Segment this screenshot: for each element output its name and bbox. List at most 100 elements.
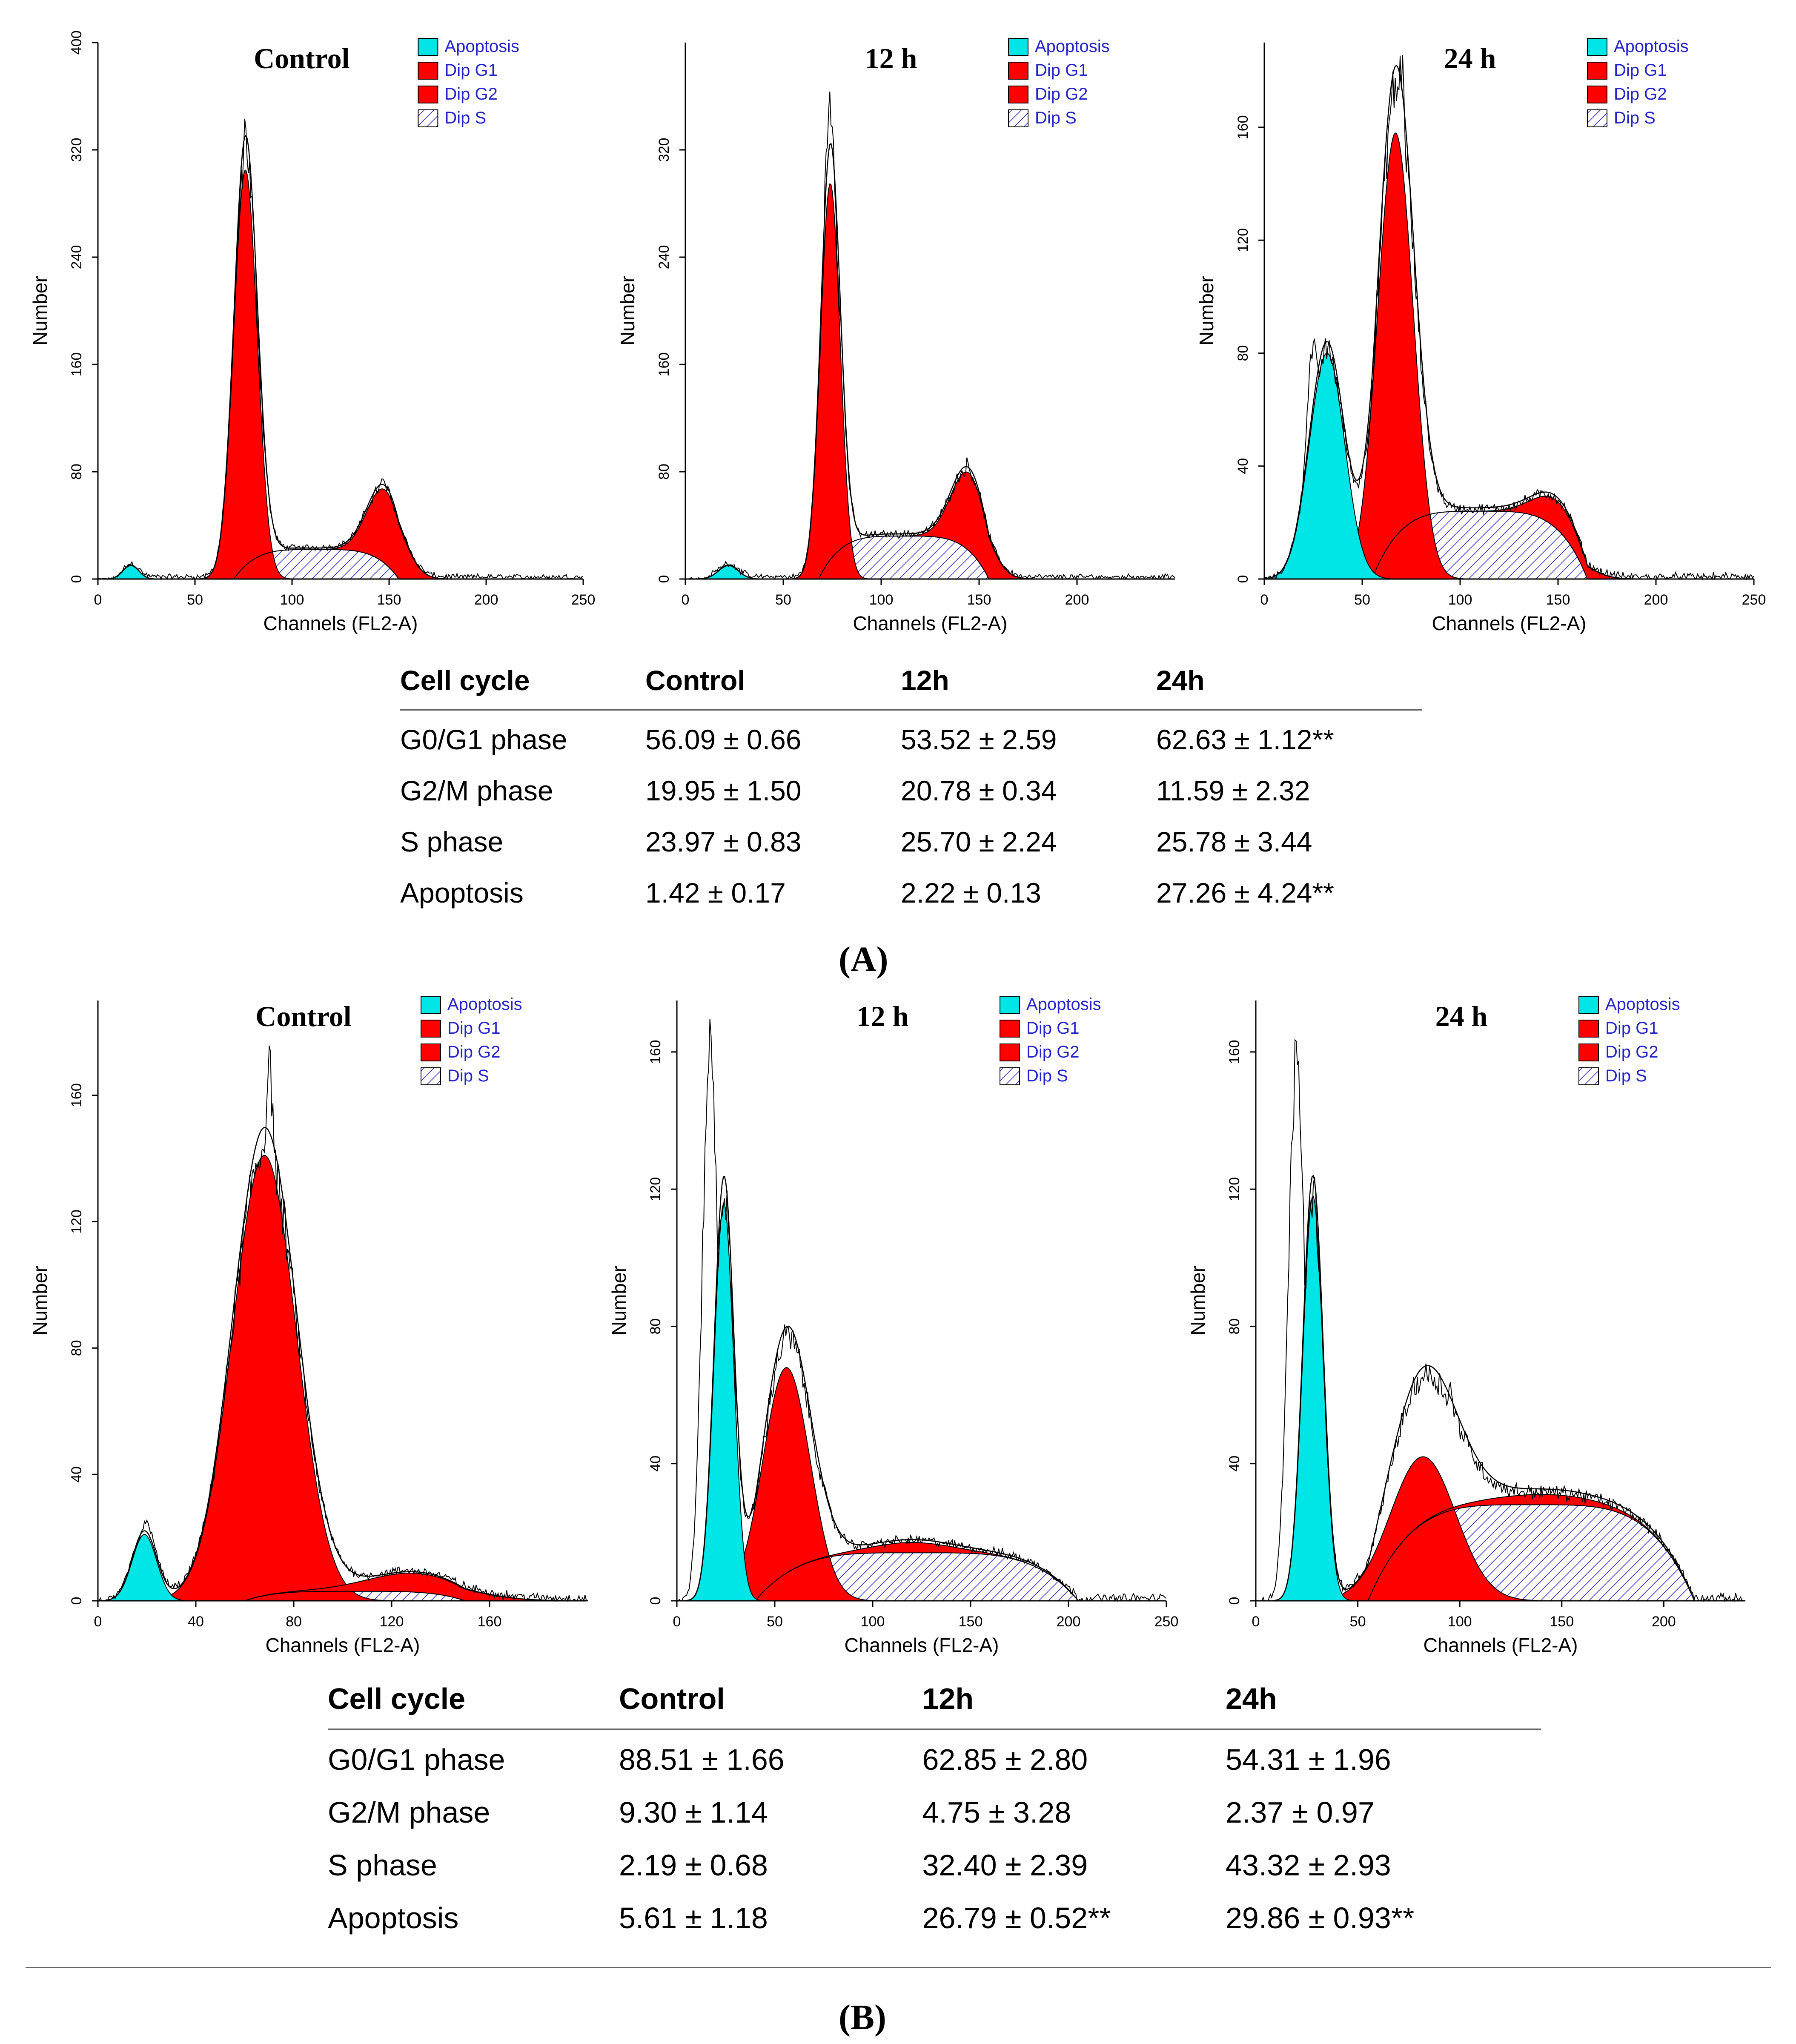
y-tick-label: 160 — [647, 1040, 664, 1064]
legend-swatch — [1578, 1020, 1599, 1038]
panel-b: 0 40 80 120 160 0 40 80 120 160 Channels (FL2-A) Nu… — [0, 975, 1796, 2044]
y-tick-label: 240 — [656, 245, 672, 269]
legend-swatch — [421, 1044, 441, 1061]
table-header-cell: 12h — [901, 664, 1156, 711]
histogram-svg: 0 40 80 120 160 0 50 100 150 200 Channels (FL2-A) N… — [1187, 995, 1746, 1656]
fit-curve — [98, 134, 583, 580]
y-tick-label: 160 — [69, 353, 85, 377]
legend-label: Dip G1 — [1614, 61, 1667, 80]
x-axis-label: Channels (FL2-A) — [263, 612, 418, 634]
legend-label: Dip S — [447, 1066, 489, 1085]
legend-label: Dip G1 — [1026, 1019, 1080, 1038]
table-cell: G2/M phase — [400, 775, 553, 806]
y-tick-label: 80 — [656, 464, 672, 480]
series-dip-s-area — [685, 536, 1175, 579]
y-tick-label: 0 — [647, 1597, 664, 1605]
legend-swatch — [1578, 1067, 1599, 1085]
chart-a-control: 0 80 160 240 320 400 0 50 100 150 200 250 Channels (… — [17, 26, 609, 656]
series-dip-g2-area — [677, 1542, 1166, 1601]
x-tick-label: 150 — [967, 592, 991, 608]
y-tick-label: 80 — [1226, 1319, 1243, 1335]
legend-swatch — [1578, 1044, 1599, 1061]
histogram-svg: 0 40 80 120 160 0 50 100 150 200 250 Channels (FL2-… — [608, 995, 1179, 1656]
series-dip-g1-area — [98, 169, 583, 579]
x-tick-label: 50 — [1350, 1614, 1366, 1630]
legend-label: Dip S — [1605, 1066, 1647, 1085]
raw-histogram-line — [97, 118, 584, 581]
table-header-cell: Control — [619, 1682, 922, 1730]
table-cell: 32.40 ± 2.39 — [922, 1849, 1088, 1882]
histogram-svg: 0 80 160 240 320 0 50 100 150 200 Channels (FL2-A)… — [616, 37, 1175, 634]
table-cell: Apoptosis — [328, 1901, 459, 1935]
table-cell: S phase — [328, 1849, 437, 1882]
x-tick-label: 40 — [188, 1614, 204, 1630]
y-tick-label: 120 — [1226, 1177, 1243, 1201]
chart-title: Control — [255, 1000, 351, 1032]
y-axis-label: Number — [29, 276, 51, 346]
table-cell: 43.32 ± 2.93 — [1226, 1849, 1391, 1882]
y-tick-label: 0 — [1235, 575, 1251, 583]
legend-swatch — [1587, 62, 1607, 80]
x-tick-label: 0 — [1260, 592, 1269, 608]
legend-swatch — [1000, 1067, 1020, 1085]
series-dip-g2-area — [1256, 1494, 1745, 1601]
legend-swatch — [1587, 86, 1607, 103]
raw-histogram-line — [1264, 55, 1754, 581]
legend-label: Dip G2 — [1035, 85, 1088, 103]
x-tick-label: 100 — [280, 592, 304, 608]
legend-label: Dip S — [1026, 1066, 1068, 1085]
table-cell: 23.97 ± 0.83 — [645, 826, 802, 857]
y-tick-label: 40 — [1226, 1456, 1243, 1472]
x-tick-label: 250 — [1154, 1614, 1179, 1630]
chart-b-12h: 0 40 80 120 160 0 50 100 150 200 250 Channels (FL2-… — [596, 983, 1192, 1677]
legend-label: Dip G1 — [1035, 61, 1088, 80]
table-cell: 26.79 ± 0.52** — [922, 1901, 1111, 1935]
y-tick-label: 40 — [647, 1456, 664, 1472]
y-axis-label: Number — [1187, 1266, 1209, 1336]
legend-label: Apoptosis — [447, 995, 522, 1014]
legend-label: Dip S — [444, 109, 486, 127]
table-cell: 1.42 ± 0.17 — [645, 877, 786, 909]
x-tick-label: 100 — [861, 1614, 885, 1630]
table-cell: 19.95 ± 1.50 — [645, 775, 802, 806]
table-cell: 56.09 ± 0.66 — [645, 724, 802, 755]
chart-title: Control — [254, 42, 349, 75]
legend-swatch — [421, 996, 441, 1014]
histogram-svg: 0 40 80 120 160 0 50 100 150 200 250 Channels (FL2-… — [1195, 37, 1766, 634]
x-tick-label: 250 — [1742, 592, 1766, 608]
x-tick-label: 150 — [959, 1614, 983, 1630]
x-tick-label: 200 — [1057, 1614, 1081, 1630]
x-tick-label: 0 — [682, 592, 690, 608]
series-dip-g2-area — [98, 488, 583, 579]
y-tick-label: 160 — [1226, 1040, 1243, 1064]
table-cell: G0/G1 phase — [400, 724, 567, 755]
table-cell: 20.78 ± 0.34 — [901, 775, 1057, 806]
raw-histogram-line — [676, 1019, 1167, 1603]
table-header-row: Cell cycle Control 12h 24h — [400, 664, 1422, 711]
legend-label: Apoptosis — [1605, 995, 1680, 1014]
y-tick-label: 0 — [69, 575, 85, 583]
y-tick-label: 120 — [647, 1177, 664, 1201]
legend-swatch — [1000, 1044, 1020, 1061]
legend-swatch — [1000, 1020, 1020, 1038]
table-cell: G0/G1 phase — [328, 1743, 505, 1776]
y-tick-label: 400 — [69, 31, 85, 55]
y-axis-label: Number — [616, 276, 639, 346]
x-tick-label: 100 — [1448, 1614, 1472, 1630]
histogram-svg: 0 40 80 120 160 0 40 80 120 160 Channels (FL2-A) Nu… — [29, 995, 588, 1656]
series-dip-g2-area — [685, 471, 1175, 579]
x-tick-label: 250 — [571, 592, 596, 608]
legend-swatch — [1578, 996, 1599, 1014]
y-tick-label: 80 — [69, 1340, 85, 1356]
table-row: G2/M phase 9.30 ± 1.14 4.75 ± 3.28 2.37 ± 0… — [328, 1786, 1541, 1839]
y-axis-label: Number — [608, 1266, 630, 1336]
table-cell: 25.70 ± 2.24 — [901, 826, 1057, 857]
legend-swatch — [1587, 38, 1607, 56]
y-tick-label: 0 — [656, 575, 672, 583]
y-tick-label: 0 — [1226, 1597, 1243, 1605]
table-cell: 88.51 ± 1.66 — [619, 1743, 785, 1776]
series-dip-g1-area — [98, 1155, 587, 1601]
x-tick-label: 200 — [1065, 592, 1089, 608]
chart-a-12h: 0 80 160 240 320 0 50 100 150 200 Channels (FL2-A)… — [604, 26, 1200, 656]
x-tick-label: 100 — [1448, 592, 1472, 608]
